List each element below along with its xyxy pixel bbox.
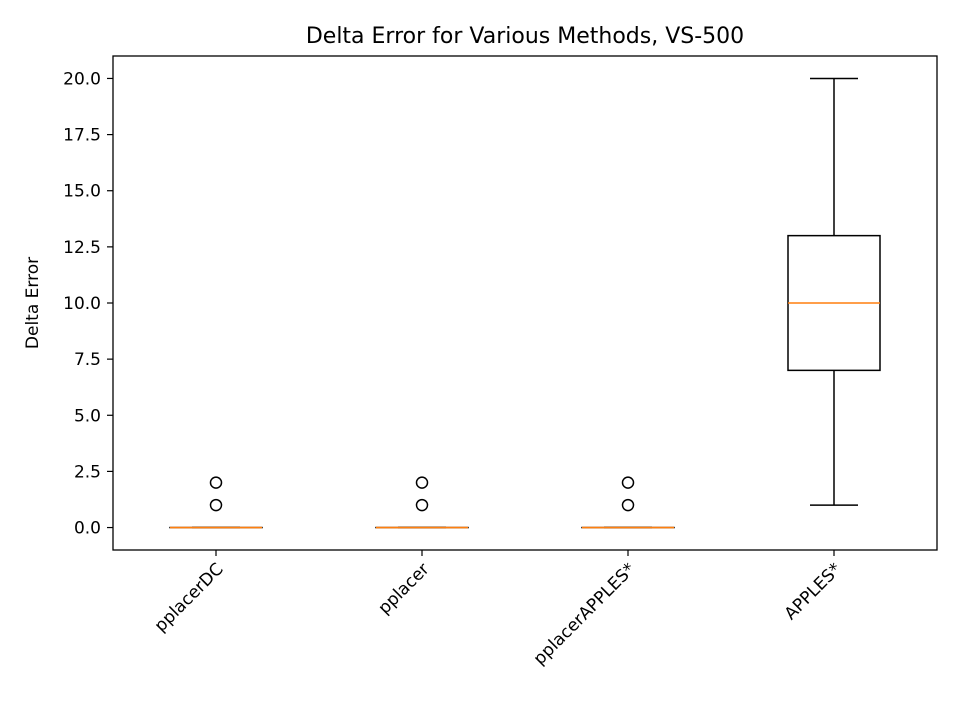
x-tick-label: pplacer [374, 559, 433, 618]
x-tick-label: pplacerDC [151, 559, 228, 636]
y-tick-label: 20.0 [63, 69, 101, 89]
y-tick-label: 12.5 [63, 238, 101, 258]
x-tick-label: pplacerAPPLES* [530, 559, 640, 669]
outlier-point [209, 476, 223, 489]
y-axis-label: Delta Error [23, 257, 43, 349]
outlier-point [621, 476, 635, 489]
y-tick-label: 2.5 [74, 462, 101, 482]
plot-area: 0.0 2.5 5.0 7.5 10.0 12.5 15.0 17.5 20.0 pplacerD… [63, 69, 881, 669]
outlier-point [415, 498, 429, 512]
outlier-point [415, 476, 429, 489]
y-tick-label: 5.0 [74, 406, 101, 426]
chart-title: Delta Error for Various Methods, VS-500 [306, 24, 744, 49]
x-tick-label: APPLES* [781, 559, 846, 624]
y-tick-label: 15.0 [63, 182, 101, 202]
y-tick-label: 17.5 [63, 126, 101, 146]
y-tick-label: 10.0 [63, 294, 101, 314]
outlier-point [621, 498, 635, 512]
y-tick-label: 0.0 [74, 519, 101, 539]
plot-frame [112, 55, 938, 551]
outlier-point [209, 498, 223, 512]
y-tick-label: 7.5 [74, 350, 101, 370]
